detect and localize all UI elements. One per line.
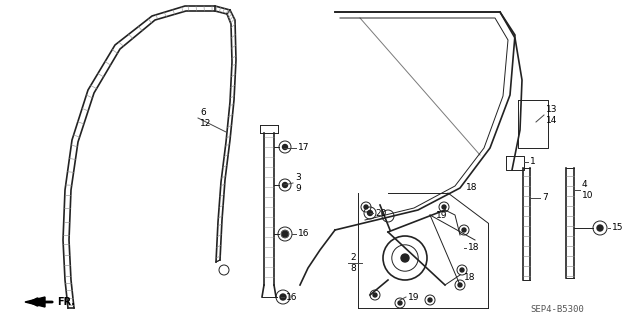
Circle shape — [364, 205, 368, 209]
Circle shape — [282, 145, 287, 149]
Text: 15: 15 — [612, 223, 623, 233]
Circle shape — [373, 293, 377, 297]
Text: 16: 16 — [298, 229, 310, 238]
Text: 18: 18 — [466, 183, 477, 193]
Text: FR.: FR. — [57, 297, 75, 307]
Polygon shape — [25, 297, 45, 307]
Circle shape — [428, 298, 432, 302]
Circle shape — [280, 294, 286, 300]
Text: 16: 16 — [286, 292, 298, 301]
Circle shape — [458, 283, 462, 287]
Text: 17: 17 — [298, 143, 310, 153]
Circle shape — [282, 231, 288, 237]
Circle shape — [597, 225, 603, 231]
Text: 7: 7 — [542, 194, 548, 203]
Text: 2
8: 2 8 — [350, 253, 356, 273]
Circle shape — [442, 205, 446, 209]
Text: 20: 20 — [375, 209, 387, 218]
Circle shape — [367, 211, 372, 215]
Text: 19: 19 — [436, 211, 447, 220]
Circle shape — [401, 254, 409, 262]
Circle shape — [282, 182, 287, 188]
Text: SEP4-B5300: SEP4-B5300 — [530, 306, 584, 315]
Text: 3
9: 3 9 — [295, 173, 301, 193]
Text: 19: 19 — [408, 292, 419, 301]
Text: 1: 1 — [530, 157, 536, 166]
Text: 18: 18 — [464, 274, 476, 283]
Text: 13
14: 13 14 — [546, 105, 557, 125]
Text: 6
12: 6 12 — [200, 108, 211, 128]
Text: 18: 18 — [468, 244, 479, 252]
Circle shape — [398, 301, 402, 305]
Text: 4
10: 4 10 — [582, 180, 593, 200]
Circle shape — [460, 268, 464, 272]
Circle shape — [462, 228, 466, 232]
